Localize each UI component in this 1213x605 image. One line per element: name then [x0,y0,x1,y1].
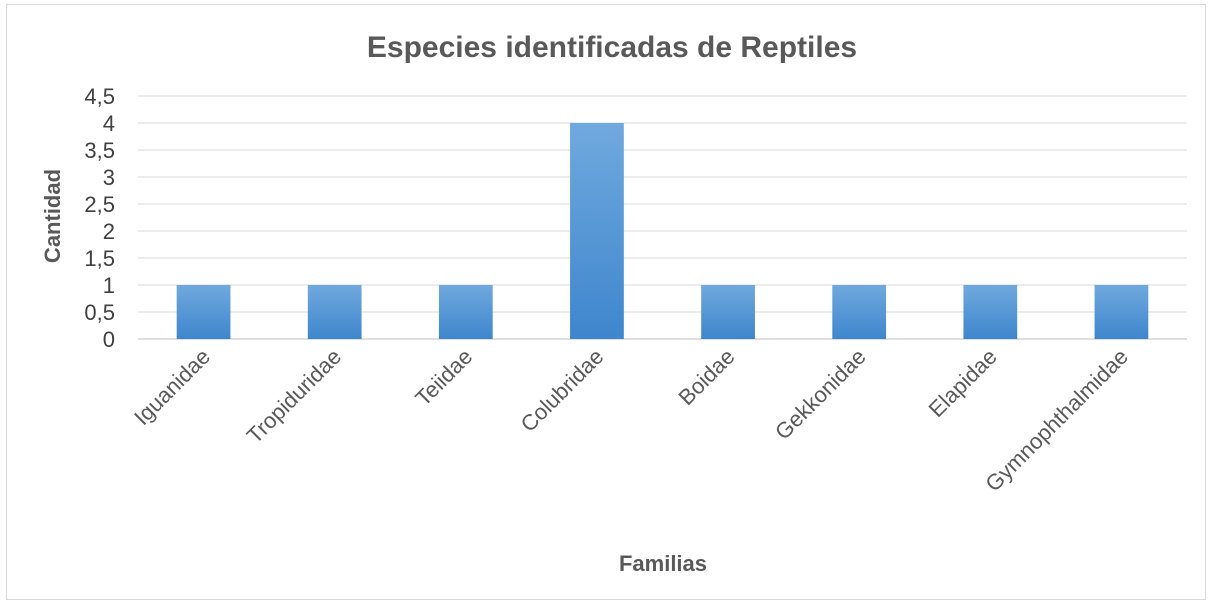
x-category-label: Boidae [673,344,739,410]
x-axis-categories: Iguanidae Tropiduridae Teiidae Colubridae Bo… [129,344,1133,497]
y-tick-label: 2 [103,219,115,244]
y-axis-title: Cantidad [40,169,65,263]
bar-teiidae [438,285,493,339]
y-tick-label: 3,5 [84,138,115,163]
y-tick-label: 0,5 [84,300,115,325]
y-tick-label: 2,5 [84,192,115,217]
x-category-label: Gymnophthalmidae [980,344,1133,497]
chart-title: Especies identificadas de Reptiles [367,31,857,64]
bar-tropiduridae [307,285,362,339]
x-category-label: Gekkonidae [770,344,871,445]
bar-iguanidae [176,285,231,339]
y-tick-label: 4 [103,111,115,136]
y-tick-label: 0 [103,327,115,352]
bar-gymnophthalmidae [1094,285,1149,339]
x-category-label: Iguanidae [129,344,215,430]
y-tick-label: 3 [103,165,115,190]
y-axis-ticks: 00,511,522,533,544,5 [84,84,115,352]
x-category-label: Colubridae [516,344,609,437]
bar-boidae [701,285,755,339]
x-category-label: Tropiduridae [242,344,346,448]
x-category-label: Elapidae [924,344,1002,422]
bar-colubridae [570,123,624,339]
bar-gekkonidae [832,285,887,339]
bar-elapidae [963,285,1018,339]
gridlines [138,95,1187,340]
x-category-label: Teiidae [410,344,477,411]
x-axis-title: Familias [619,551,707,576]
y-tick-label: 4,5 [84,84,115,109]
y-tick-label: 1,5 [84,246,115,271]
bars [176,123,1149,339]
y-tick-label: 1 [103,273,115,298]
